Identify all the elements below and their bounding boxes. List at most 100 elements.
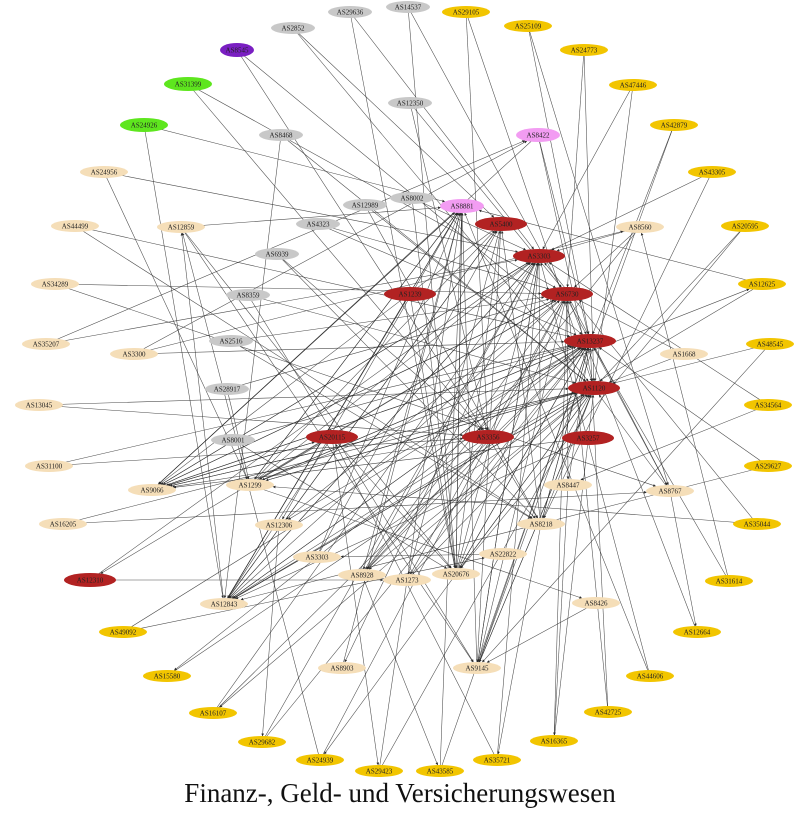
edge-AS28917-AS1299 [226,388,250,480]
node-AS8881: AS8881 [440,199,484,213]
node-AS8426: AS8426 [572,597,620,609]
node-ellipse [383,574,431,586]
edge-AS8767-AS1120 [598,394,671,492]
edge-AS8767-AS13237 [593,347,671,492]
edge-AS29105-AS1120 [465,11,593,382]
node-ellipse [541,287,593,301]
node-AS16365: AS16365 [530,735,578,747]
edge-AS12989-AS1120 [364,204,586,382]
edge-AS16365-AS1120 [553,394,595,742]
edge-AS29423-AS8881 [378,212,462,772]
node-AS8903: AS8903 [318,662,366,674]
edge-AS8218-AS35721 [497,523,542,755]
node-ellipse [386,1,430,13]
edge-AS29423-AS1120 [378,394,591,772]
node-AS24926: AS24926 [120,118,168,132]
node-ellipse [609,79,657,91]
edge-AS12843-AS6730 [223,300,560,605]
node-label: AS6730 [556,290,579,298]
edge-AS3356-AS8928 [367,436,489,570]
node-AS22822: AS22822 [479,548,527,560]
node-AS29105: AS29105 [442,6,490,18]
node-AS8560: AS8560 [616,221,664,233]
node-label: AS8881 [451,202,474,210]
network-graph: AS2852 AS29636 AS14537 AS29105 AS25109 AS8545… [15,1,794,777]
node-ellipse [255,248,299,260]
node-AS8468: AS8468 [259,129,303,141]
edge-AS8001-AS20676 [232,439,448,569]
node-AS16205: AS16205 [39,518,87,530]
node-AS44606: AS44606 [626,670,674,682]
edge-AS1239-AS20676 [409,293,456,569]
node-label: AS43585 [427,767,454,775]
edge-AS1299-AS8426 [249,484,583,599]
edge-AS9066-AS3303 [151,262,529,491]
node-AS24939: AS24939 [296,754,344,766]
node-ellipse [39,518,87,530]
node-ellipse [673,626,721,638]
edge-AS2852-AS5400 [292,27,495,218]
node-AS12306: AS12306 [255,519,303,531]
node-label: AS12664 [684,628,711,636]
node-ellipse [584,706,632,718]
node-label: AS1120 [583,384,606,392]
node-label: AS1299 [239,481,262,489]
edge-AS4323-AS13237 [317,223,577,336]
node-ellipse [31,278,79,290]
node-label: AS6939 [266,250,289,258]
node-AS12310: AS12310 [64,573,116,587]
edge-AS12306-AS29682 [261,524,280,737]
edge-AS14537-AS13237 [407,6,587,335]
node-AS12664: AS12664 [673,626,721,638]
node-ellipse [255,519,303,531]
edge-AS6939-AS8218 [276,253,536,519]
edge-AS47446-AS1120 [593,84,634,382]
node-ellipse [479,548,527,560]
node-ellipse [744,460,792,472]
node-ellipse [416,765,464,777]
node-layer: AS2852 AS29636 AS14537 AS29105 AS25109 AS8545… [15,1,794,777]
node-AS5400: AS5400 [475,217,527,231]
node-label: AS20595 [732,222,759,230]
node-ellipse [568,381,620,395]
node-label: AS28917 [214,385,241,393]
edge-AS12843-AS3303 [223,262,534,605]
node-label: AS3303 [306,553,329,561]
edge-AS3257-AS9066 [173,437,589,489]
node-ellipse [453,662,501,674]
edge-AS12350-AS3356 [409,102,488,431]
node-label: AS16205 [50,520,77,528]
node-ellipse [143,670,191,682]
edge-AS24773-AS1120 [583,49,596,382]
edge-AS8426-AS9145 [486,602,597,663]
node-label: AS8426 [585,599,608,607]
edge-AS1120-AS8928 [368,387,595,570]
edge-AS8560-AS6730 [574,226,641,288]
edge-AS29682-AS13237 [261,347,585,743]
node-label: AS12843 [211,600,238,608]
edge-AS15580-AS1120 [166,394,585,677]
node-ellipse [560,44,608,56]
edge-AS6730-AS8447 [566,293,570,480]
node-ellipse [293,551,341,563]
node-ellipse [80,166,128,178]
node-label: AS12350 [397,99,424,107]
edge-AS5400-AS9066 [159,223,502,485]
edge-AS20676-AS24939 [324,573,457,755]
node-AS8359: AS8359 [226,289,270,301]
edge-AS47446-AS3303 [542,84,634,250]
node-label: AS8468 [270,131,293,139]
node-AS34289: AS34289 [31,278,79,290]
edge-AS31100-AS13237 [48,344,571,467]
edge-AS8002-AS3303 [411,197,527,251]
edge-AS29636-AS3303 [349,11,534,250]
node-ellipse [390,192,434,204]
node-AS25109: AS25109 [504,20,552,32]
node-ellipse [530,735,578,747]
edge-AS48545-AS1120 [612,343,771,384]
node-ellipse [746,338,794,350]
node-label: AS48545 [757,340,784,348]
node-label: AS12310 [77,576,104,584]
node-AS35721: AS35721 [473,754,521,766]
node-AS15580: AS15580 [143,670,191,682]
